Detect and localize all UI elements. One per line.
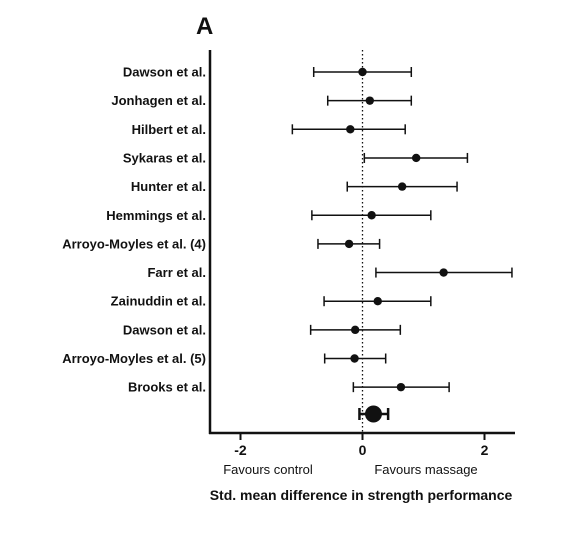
x-tick-label-0: -2 [234,442,247,458]
study-label-10: Arroyo-Moyles et al. (5) [62,351,206,366]
point-estimate-0 [358,67,367,77]
x-axis-title: Std. mean difference in strength perform… [210,487,513,503]
study-label-1: Jonhagen et al. [111,93,206,108]
study-label-7: Farr et al. [147,265,206,280]
study-label-8: Zainuddin et al. [111,294,206,309]
point-estimate-6 [344,239,354,249]
point-estimate-9 [350,325,360,335]
favours-massage-label: Favours massage [374,462,477,477]
pooled-estimate [364,405,382,423]
point-estimate-8 [373,297,382,306]
point-estimate-10 [350,354,359,363]
axes: -2 0 2 [208,50,515,458]
x-tick-label-1: 0 [359,442,367,458]
point-estimate-7 [439,268,448,277]
point-estimate-3 [411,153,421,163]
study-labels: Dawson et al. Jonhagen et al. Hilbert et a… [62,65,206,395]
study-label-6: Arroyo-Moyles et al. (4) [62,236,206,251]
point-estimate-5 [367,211,376,220]
favours-control-label: Favours control [223,462,313,477]
study-label-3: Sykaras et al. [123,150,206,165]
point-estimate-2 [346,125,355,134]
study-label-11: Brooks et al. [128,380,206,395]
study-label-2: Hilbert et al. [132,122,206,137]
study-label-9: Dawson et al. [123,322,206,337]
point-estimate-11 [396,382,406,392]
study-label-4: Hunter et al. [131,179,206,194]
study-label-5: Hemmings et al. [106,208,206,223]
x-tick-label-2: 2 [481,442,489,458]
point-estimate-4 [397,182,407,191]
plot-marks [291,67,513,423]
study-label-0: Dawson et al. [123,65,206,80]
panel-label: A [196,13,213,40]
point-estimate-1 [365,96,375,105]
